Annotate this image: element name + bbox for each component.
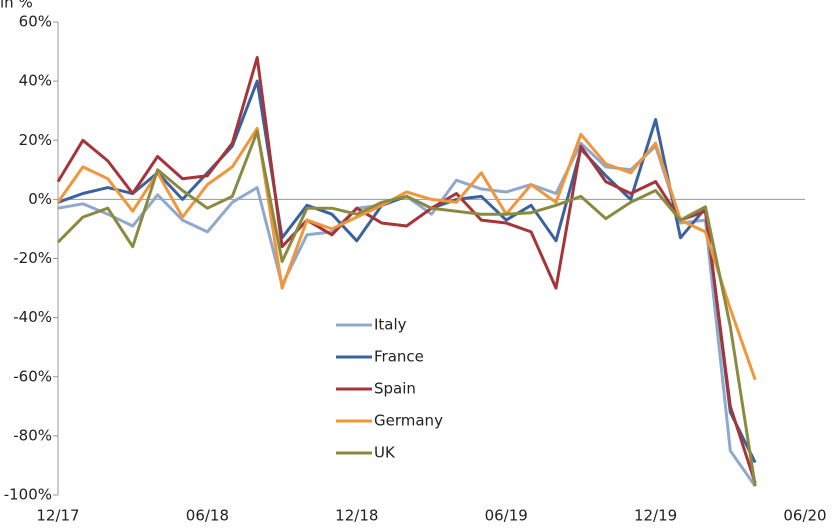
- legend-label: Spain: [374, 380, 416, 398]
- series-line: [57, 79, 757, 464]
- y-tick-label: 20%: [19, 131, 52, 149]
- x-tick-label: 12/18: [335, 507, 378, 525]
- legend-label: Germany: [374, 412, 443, 430]
- y-tick-label: -40%: [13, 308, 52, 326]
- y-tick-label: 40%: [19, 72, 52, 90]
- x-tick-label: 06/20: [783, 507, 826, 525]
- y-tick-label: -80%: [13, 426, 52, 444]
- y-tick-label: 60%: [19, 13, 52, 31]
- series-line: [57, 141, 757, 487]
- series-line: [56, 126, 757, 381]
- y-tick-label: -20%: [13, 249, 52, 267]
- x-tick-label: 12/17: [36, 507, 79, 525]
- legend-label: Italy: [374, 316, 407, 334]
- series-line: [56, 56, 757, 484]
- legend-label: UK: [374, 444, 396, 462]
- y-tick-label: 0%: [28, 190, 52, 208]
- y-tick-label: -60%: [13, 367, 52, 385]
- y-unit-label: in %: [0, 0, 33, 12]
- x-tick-label: 12/19: [634, 507, 677, 525]
- y-tick-label: -100%: [4, 486, 52, 504]
- x-tick-label: 06/19: [485, 507, 528, 525]
- legend-label: France: [374, 348, 424, 366]
- series-line: [56, 129, 757, 487]
- x-tick-label: 06/18: [186, 507, 229, 525]
